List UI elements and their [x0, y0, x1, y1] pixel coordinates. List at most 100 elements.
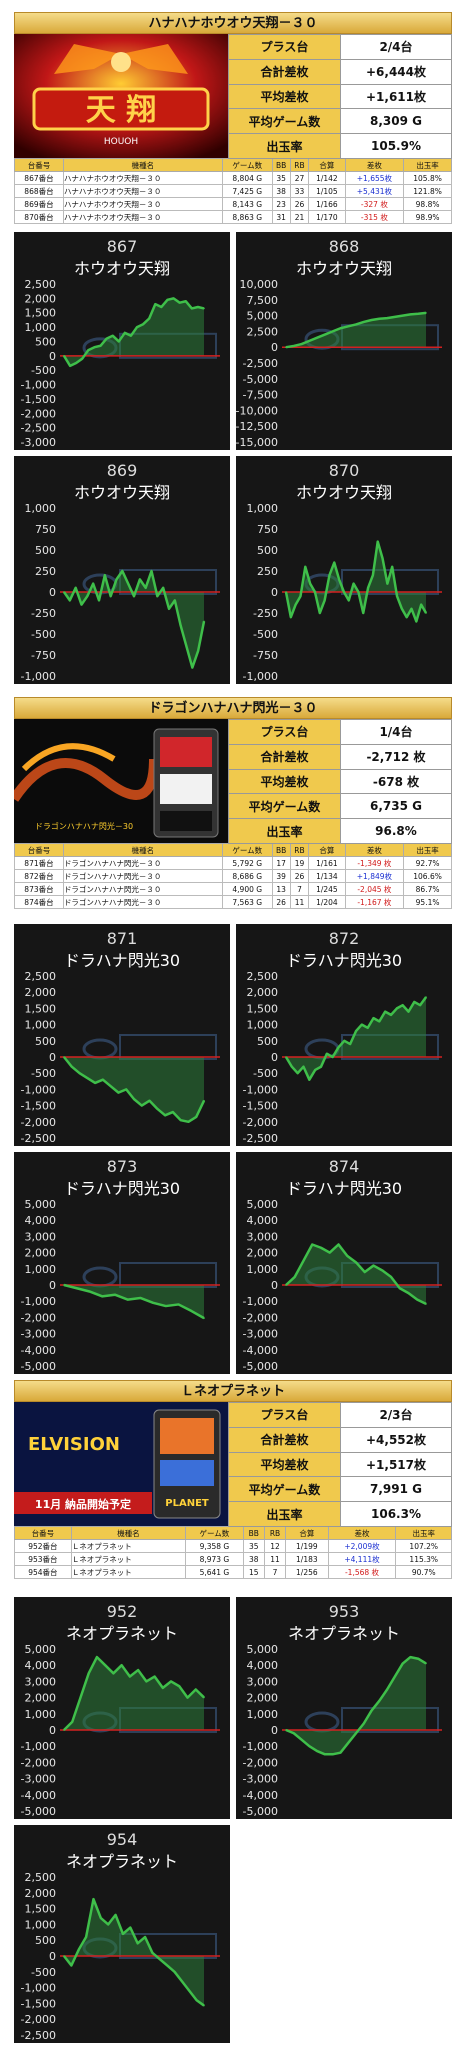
chart-point — [363, 1271, 366, 1273]
y-tick-label: 1,500 — [25, 1903, 57, 1916]
column-header: 台番号 — [14, 843, 64, 857]
y-tick-label: 4,000 — [247, 1659, 279, 1672]
stat-label: 出玉率 — [228, 133, 341, 159]
slump-chart: 869 ホウオウ天翔 1,000 750 500 250 0 -250 -500 -750 -1,0… — [14, 456, 230, 684]
chart-point — [168, 608, 170, 610]
table-cell: 1/142 — [308, 171, 346, 185]
y-tick-label: 2,000 — [247, 986, 279, 999]
chart-point — [324, 1753, 326, 1756]
column-header: 台番号 — [14, 1526, 72, 1540]
chart-svg: 868 ホウオウ天翔 10,000 7,500 5,000 2,500 0 -2,500 -5,… — [236, 237, 442, 449]
chart-point — [396, 595, 398, 597]
section-title: ドラゴンハナハナ閃光－３０ — [14, 697, 452, 719]
table-cell: 1/166 — [308, 197, 346, 211]
column-header: 機種名 — [62, 843, 223, 857]
chart-point — [81, 357, 84, 360]
chart-point — [104, 1664, 106, 1666]
chart-point — [314, 1069, 316, 1071]
chart-point — [410, 608, 413, 610]
table-cell: 107.2% — [395, 1539, 452, 1553]
table-cell: 19 — [289, 856, 310, 870]
y-tick-label: -3,000 — [21, 1773, 56, 1786]
table-cell: 7 — [263, 1565, 287, 1579]
y-tick-label: 250 — [35, 565, 56, 578]
chart-point — [381, 1269, 384, 1272]
table-cell: 26 — [289, 869, 310, 883]
chart-point — [419, 1004, 421, 1006]
watermark-logo — [82, 1262, 217, 1288]
chart-point — [417, 1657, 420, 1660]
chart-point — [71, 1721, 74, 1723]
chart-machine-number: 871 — [107, 929, 138, 948]
stat-label: 合計差枚 — [228, 58, 341, 85]
promo-brand: PLANET — [165, 1498, 209, 1509]
stat-value: 106.3% — [340, 1501, 452, 1527]
chart-title: ドラハナ閃光30 — [286, 951, 402, 970]
chart-point — [333, 561, 336, 564]
chart-point — [285, 591, 287, 593]
y-tick-label: 0 — [271, 341, 278, 354]
chart-point — [372, 1017, 375, 1019]
chart-point — [372, 1264, 375, 1267]
chart-point — [347, 325, 350, 328]
column-header: 出玉率 — [395, 1526, 452, 1540]
table-cell: 7 — [289, 882, 310, 896]
chart-point — [285, 1284, 287, 1286]
machine-table: 台番号 機種名 ゲーム数 BB RB 合算 差枚 出玉率 952番台 Ｌネオプラネット 9,358 … — [14, 1526, 452, 1579]
y-tick-label: 500 — [35, 544, 56, 557]
chart-point — [144, 587, 147, 589]
chart-point — [331, 1753, 334, 1756]
chart-point — [80, 603, 83, 606]
table-row: 872番台 ドラゴンハナハナ閃光－３０ 8,686 G 39 26 1/134 +1,849… — [14, 869, 452, 883]
y-tick-label: 2,500 — [247, 970, 279, 983]
table-row: 871番台 ドラゴンハナハナ閃光－３０ 5,792 G 17 19 1/161 -1,349… — [14, 856, 452, 870]
chart-point — [376, 540, 379, 543]
chart-point — [381, 557, 384, 560]
stat-value: 8,309 G — [340, 108, 452, 135]
y-tick-label: 5,000 — [25, 1198, 57, 1211]
chart-point — [70, 1964, 73, 1967]
y-tick-label: 7,500 — [247, 294, 279, 307]
chart-point — [425, 312, 427, 314]
machine-table: 台番号 機種名 ゲーム数 BB RB 合算 差枚 出玉率 871番台 ドラゴンハナハナ閃光－３０ 5… — [14, 843, 452, 909]
y-tick-label: -1,000 — [21, 1295, 56, 1308]
stat-label: 平均差枚 — [228, 83, 341, 110]
y-tick-label: -250 — [31, 607, 56, 620]
stat-value: +4,552枚 — [340, 1426, 452, 1453]
table-cell: 23 — [271, 197, 291, 211]
y-tick-label: -4,000 — [243, 1344, 278, 1357]
table-row: 870番台 ハナハナホウオウ天翔－３０ 8,863 G 31 21 1/170 -315 枚… — [14, 210, 452, 224]
table-cell: 17 — [271, 856, 291, 870]
chart-point — [174, 599, 176, 602]
promo-sub: 11月 納品開始予定 — [35, 1497, 131, 1511]
y-tick-label: 1,500 — [25, 1002, 57, 1015]
chart-point — [153, 1675, 156, 1678]
y-tick-label: -500 — [253, 628, 278, 641]
y-tick-label: 3,000 — [25, 1675, 57, 1688]
chart-point — [104, 574, 106, 576]
stat-label: 平均差枚 — [228, 1451, 341, 1478]
column-header: RB — [263, 1526, 287, 1540]
chart-point — [203, 307, 205, 310]
chart-point — [87, 1672, 90, 1675]
table-cell: 873番台 — [14, 882, 64, 896]
chart-point — [69, 599, 71, 602]
chart-svg: 954 ネオプラネット 2,500 2,000 1,500 1,000 500 0 -500 -1… — [21, 1830, 220, 2042]
column-header: 合算 — [285, 1526, 329, 1540]
chart-point — [166, 299, 169, 301]
stat-label: 出玉率 — [228, 1501, 341, 1527]
table-cell: 33 — [289, 184, 310, 198]
chart-title: ホウオウ天翔 — [296, 259, 392, 278]
table-cell: ハナハナホウオウ天翔－３０ — [62, 197, 223, 211]
chart-point — [308, 1745, 311, 1747]
y-tick-label: -5,000 — [21, 1805, 56, 1818]
chart-point — [355, 1732, 357, 1735]
y-tick-label: 5,000 — [25, 1643, 57, 1656]
chart-point — [366, 1027, 369, 1029]
chart-point — [87, 349, 90, 351]
chart-point — [194, 1688, 197, 1691]
stat-value: 105.9% — [340, 133, 452, 159]
table-row: 874番台 ドラゴンハナハナ閃光－３０ 7,563 G 26 11 1/204 -1,167… — [14, 895, 452, 909]
table-cell: Ｌネオプラネット — [70, 1552, 187, 1566]
chart-series-line — [63, 1897, 205, 2007]
